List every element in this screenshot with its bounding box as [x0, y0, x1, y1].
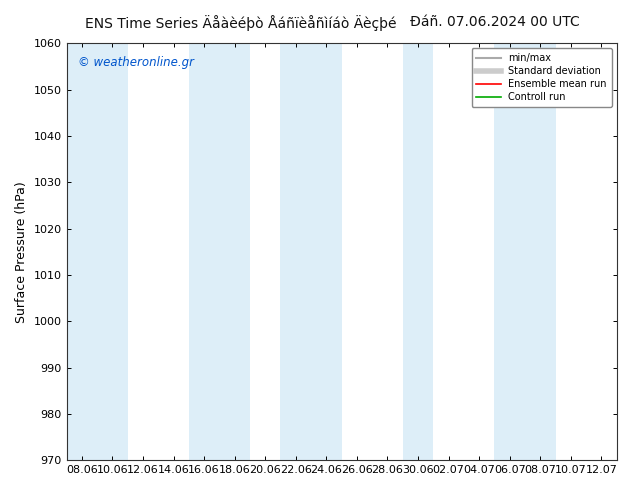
Legend: min/max, Standard deviation, Ensemble mean run, Controll run: min/max, Standard deviation, Ensemble me…: [472, 49, 612, 107]
Bar: [280, 44, 342, 460]
Bar: [67, 44, 127, 460]
Bar: [189, 44, 250, 460]
Y-axis label: Surface Pressure (hPa): Surface Pressure (hPa): [15, 181, 28, 323]
Bar: [403, 44, 433, 460]
Text: ENS Time Series Äåàèéþò Åáñïèåñìíáò Äèçþé: ENS Time Series Äåàèéþò Åáñïèåñìíáò Äèçþ…: [85, 15, 397, 31]
Bar: [495, 44, 555, 460]
Text: © weatheronline.gr: © weatheronline.gr: [77, 56, 193, 69]
Text: Đáñ. 07.06.2024 00 UTC: Đáñ. 07.06.2024 00 UTC: [410, 15, 579, 29]
